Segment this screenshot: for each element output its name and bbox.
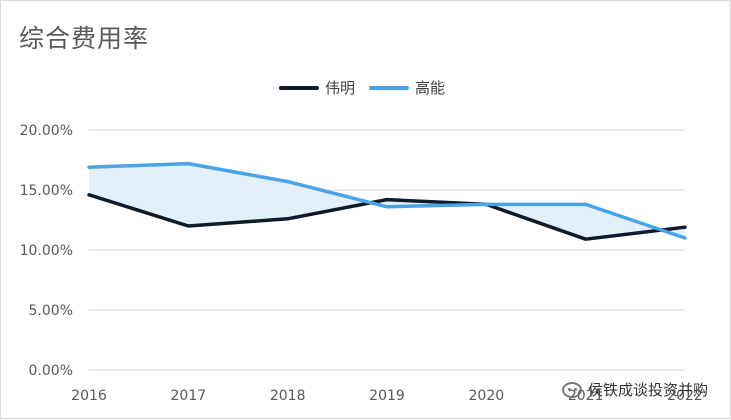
wechat-icon xyxy=(562,382,582,398)
x-tick-label: 2017 xyxy=(171,388,207,404)
fill-between-series xyxy=(89,164,685,240)
y-tick-label: 10.00% xyxy=(20,243,73,259)
x-tick-label: 2020 xyxy=(469,388,505,404)
x-tick-label: 2018 xyxy=(270,388,306,404)
y-tick-label: 5.00% xyxy=(29,303,73,319)
x-tick-label: 2016 xyxy=(71,388,107,404)
y-tick-label: 0.00% xyxy=(29,363,73,379)
watermark: 侯铁成谈投资并购 xyxy=(562,379,708,400)
y-tick-label: 20.00% xyxy=(20,123,73,139)
watermark-text: 侯铁成谈投资并购 xyxy=(588,379,708,400)
x-tick-label: 2019 xyxy=(369,388,405,404)
y-tick-label: 15.00% xyxy=(20,183,73,199)
